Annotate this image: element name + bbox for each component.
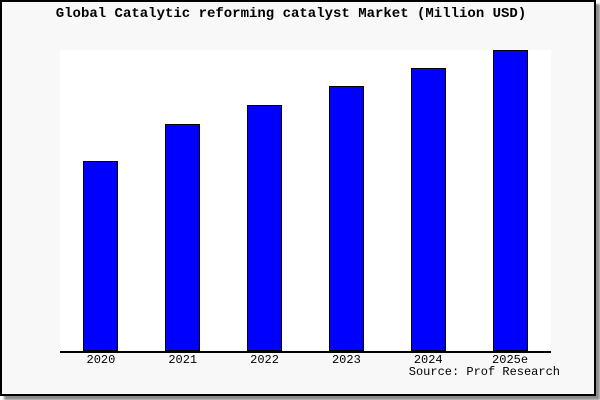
bar-2024: [410, 68, 446, 351]
bar-slot-2022: [224, 50, 306, 351]
bar-2021: [165, 124, 201, 351]
x-axis-ticks: 2020 2021 2022 2023 2024 2025e: [60, 354, 551, 366]
x-tick-2024: 2024: [413, 353, 443, 367]
bar-2025e: [492, 50, 528, 351]
plot-area: [60, 50, 551, 353]
bar-slot-2023: [305, 50, 387, 351]
x-tick-2021: 2021: [168, 353, 198, 367]
bar-2023: [328, 86, 364, 351]
x-tick-2022: 2022: [250, 353, 279, 367]
bar-slot-2024: [387, 50, 469, 351]
chart-title: Global Catalytic reforming catalyst Mark…: [55, 6, 527, 22]
bar-2020: [83, 161, 119, 351]
x-tick-2023: 2023: [331, 353, 361, 367]
bar-2022: [247, 105, 283, 351]
x-tick-2025e: 2025e: [492, 353, 529, 367]
bar-slot-2021: [142, 50, 224, 351]
bar-slot-2025e: [469, 50, 551, 351]
x-tick-2020: 2020: [86, 353, 116, 367]
bar-slot-2020: [60, 50, 142, 351]
source-credit: Source: Prof Research: [408, 365, 560, 379]
